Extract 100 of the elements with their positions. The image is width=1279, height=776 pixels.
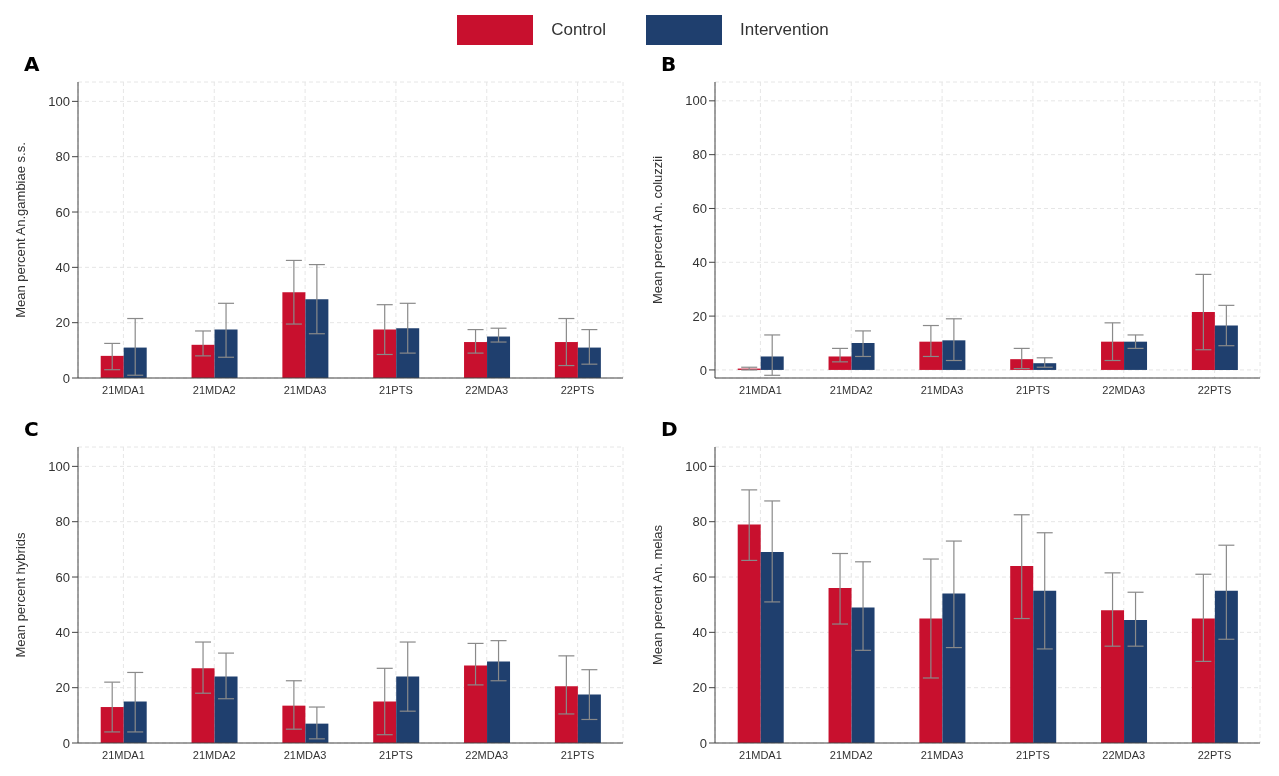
x-tick-label: 22MDA3 bbox=[465, 748, 509, 761]
bar bbox=[554, 686, 578, 743]
y-tick-label: 100 bbox=[48, 93, 70, 109]
bar bbox=[214, 329, 238, 378]
bar bbox=[577, 347, 601, 378]
y-tick-label: 0 bbox=[699, 735, 707, 751]
y-axis-title: Mean percent hybrids bbox=[12, 532, 28, 658]
bar bbox=[373, 701, 397, 743]
y-tick-label: 20 bbox=[55, 315, 70, 331]
bar bbox=[373, 329, 397, 378]
bar bbox=[282, 292, 306, 378]
bar bbox=[100, 355, 124, 378]
bar bbox=[487, 336, 511, 378]
bar bbox=[737, 524, 761, 743]
x-tick-label: 21PTS bbox=[379, 383, 413, 396]
y-tick-label: 100 bbox=[685, 93, 707, 109]
x-tick-label: 21MDA2 bbox=[192, 383, 236, 396]
y-tick-label: 40 bbox=[55, 624, 70, 640]
x-tick-label: 21PTS bbox=[1016, 748, 1050, 761]
bar bbox=[1124, 341, 1148, 370]
bar bbox=[942, 593, 966, 743]
bar bbox=[214, 676, 238, 743]
y-tick-label: 60 bbox=[55, 204, 70, 220]
x-tick-label: 21MDA2 bbox=[829, 748, 873, 761]
bar bbox=[1214, 590, 1238, 743]
bar bbox=[1101, 610, 1125, 743]
chart-title: C bbox=[24, 417, 39, 441]
bar bbox=[1101, 341, 1125, 370]
legend-label: Control bbox=[551, 20, 606, 40]
y-tick-label: 0 bbox=[62, 370, 70, 386]
bar bbox=[1124, 619, 1148, 743]
bar bbox=[1191, 618, 1215, 743]
x-tick-label: 22PTS bbox=[1197, 383, 1232, 396]
bar bbox=[577, 694, 601, 743]
x-tick-label: 22MDA3 bbox=[465, 383, 509, 396]
bar bbox=[396, 676, 420, 743]
y-tick-label: 40 bbox=[692, 624, 707, 640]
chart-title: A bbox=[24, 52, 40, 76]
bar bbox=[464, 665, 488, 743]
x-tick-label: 21MDA2 bbox=[829, 383, 873, 396]
bar bbox=[851, 343, 875, 370]
y-tick-label: 60 bbox=[692, 201, 707, 217]
y-tick-label: 60 bbox=[692, 569, 707, 585]
bar bbox=[919, 618, 943, 743]
bar bbox=[1214, 325, 1238, 370]
bar bbox=[487, 661, 511, 743]
bar bbox=[396, 328, 420, 378]
x-tick-label: 21MDA3 bbox=[920, 748, 964, 761]
x-tick-label: 21PTS bbox=[1016, 383, 1050, 396]
y-tick-label: 20 bbox=[55, 680, 70, 696]
x-tick-label: 22PTS bbox=[560, 383, 595, 396]
x-tick-label: 22MDA3 bbox=[1102, 383, 1146, 396]
y-tick-label: 40 bbox=[55, 259, 70, 275]
y-axis-title: Mean percent An. melas bbox=[649, 524, 665, 666]
chart-title: D bbox=[661, 417, 678, 441]
bar bbox=[1010, 565, 1034, 743]
y-tick-label: 40 bbox=[692, 254, 707, 270]
x-tick-label: 22MDA3 bbox=[1102, 748, 1146, 761]
bar bbox=[1010, 359, 1034, 370]
bar bbox=[100, 707, 124, 743]
y-tick-label: 80 bbox=[55, 149, 70, 165]
y-tick-label: 20 bbox=[692, 308, 707, 324]
bar bbox=[1033, 590, 1057, 743]
bar bbox=[123, 701, 147, 743]
bar bbox=[282, 705, 306, 743]
x-tick-label: 21MDA1 bbox=[739, 383, 782, 396]
x-tick-label: 21MDA1 bbox=[102, 383, 145, 396]
x-tick-label: 21PTS bbox=[560, 748, 595, 761]
legend-label: Intervention bbox=[739, 20, 829, 40]
x-tick-label: 21MDA3 bbox=[283, 383, 327, 396]
bar bbox=[760, 356, 784, 370]
y-tick-label: 100 bbox=[48, 458, 70, 474]
bar bbox=[828, 588, 852, 743]
bar bbox=[191, 668, 215, 743]
bar bbox=[919, 341, 943, 370]
bar bbox=[554, 342, 578, 378]
y-tick-label: 0 bbox=[699, 362, 707, 378]
bar bbox=[305, 299, 329, 378]
y-tick-label: 80 bbox=[55, 514, 70, 530]
y-tick-label: 100 bbox=[685, 458, 707, 474]
y-tick-label: 20 bbox=[692, 680, 707, 696]
y-tick-label: 0 bbox=[62, 735, 70, 751]
y-tick-label: 80 bbox=[692, 514, 707, 530]
y-axis-title: Mean percent An.gambiae s.s. bbox=[12, 142, 28, 318]
x-tick-label: 21MDA1 bbox=[739, 748, 782, 761]
y-tick-label: 60 bbox=[55, 569, 70, 585]
x-tick-label: 21MDA2 bbox=[192, 748, 236, 761]
bar bbox=[760, 552, 784, 743]
y-axis-title: Mean percent An. coluzzii bbox=[649, 155, 665, 305]
bar bbox=[123, 347, 147, 378]
bar bbox=[191, 344, 215, 378]
bar bbox=[942, 340, 966, 370]
x-tick-label: 21MDA3 bbox=[283, 748, 327, 761]
chart-title: B bbox=[661, 52, 677, 76]
bar bbox=[1191, 312, 1215, 370]
y-tick-label: 80 bbox=[692, 147, 707, 163]
bar bbox=[464, 342, 488, 378]
x-tick-label: 21PTS bbox=[379, 748, 413, 761]
x-tick-label: 21MDA3 bbox=[920, 383, 964, 396]
x-tick-label: 22PTS bbox=[1197, 748, 1232, 761]
